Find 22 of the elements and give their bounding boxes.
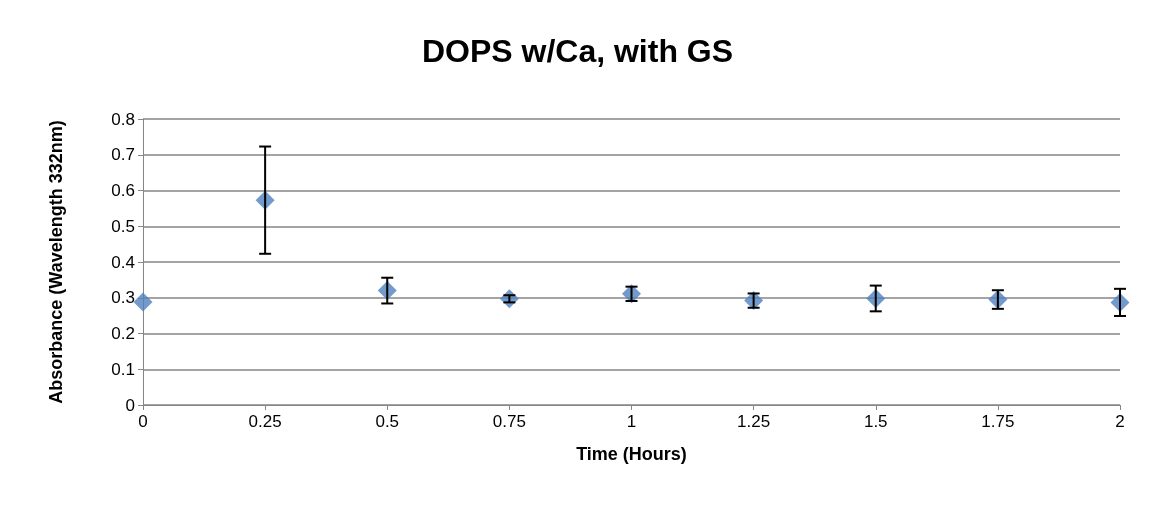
y-tick-label: 0.4 <box>111 252 135 272</box>
x-axis-title: Time (Hours) <box>576 444 687 464</box>
x-tick-label: 1 <box>626 412 637 431</box>
y-axis-title: Absorbance (Wavelength 332nm) <box>46 120 66 404</box>
y-tick-label: 0 <box>125 395 135 415</box>
x-tick-label: 1.25 <box>737 412 771 431</box>
x-tick-label: 0 <box>138 412 148 431</box>
x-tick-label: 0.25 <box>248 412 282 431</box>
y-tick-label: 0.2 <box>111 324 135 343</box>
point <box>133 292 153 312</box>
x-tick-label: 0.75 <box>492 412 526 431</box>
y-tick-label: 0.6 <box>111 181 135 200</box>
y-tick-label: 0.5 <box>111 216 135 236</box>
y-tick-label: 0.7 <box>111 145 135 165</box>
x-tick-label: 2 <box>1115 412 1125 431</box>
y-tick-label: 0.3 <box>111 288 135 308</box>
x-tick-label: 1.75 <box>981 412 1015 431</box>
y-tick-label: 0.1 <box>111 359 135 379</box>
chart-title: DOPS w/Ca, with GS <box>421 33 734 69</box>
y-tick-label: 0.8 <box>111 109 135 129</box>
x-tick-label: 1.5 <box>863 412 888 431</box>
x-tick-label: 0.5 <box>375 412 400 431</box>
